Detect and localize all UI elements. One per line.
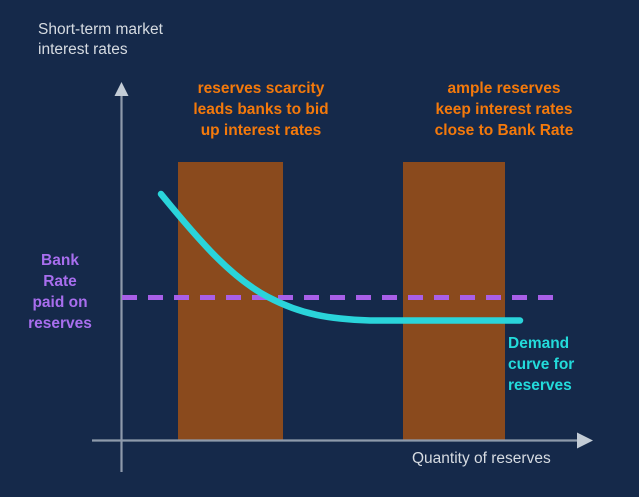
shaded-region-ample [403,162,505,441]
y-axis-arrowhead [114,82,129,96]
annotation-reserves-scarcity: reserves scarcity leads banks to bid up … [193,80,329,139]
shaded-region-scarcity [178,162,283,441]
y-axis-title: Short-term market interest rates [38,21,163,58]
x-axis-title: Quantity of reserves [412,450,551,467]
bank-rate-label: Bank Rate paid on reserves [28,252,92,332]
demand-curve-path [157,190,524,324]
x-axis-arrowhead [577,432,593,449]
demand-curve-label: Demand curve for reserves [508,335,575,394]
annotation-ample-reserves: ample reserves keep interest rates close… [434,80,574,139]
